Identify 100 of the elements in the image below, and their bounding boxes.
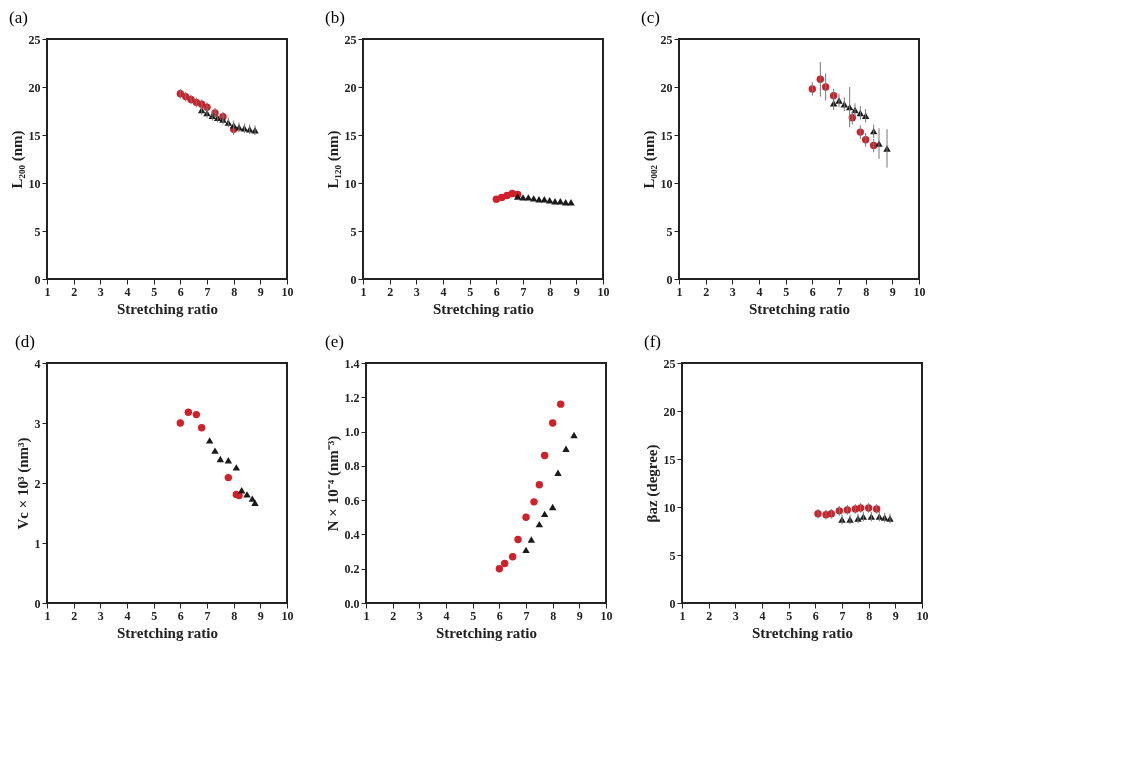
y-tick-label: 10 — [660, 176, 673, 191]
y-tick-label: 25 — [663, 356, 676, 371]
x-tick-label: 4 — [759, 608, 766, 623]
x-tick-label: 10 — [913, 284, 926, 299]
x-tick-label: 8 — [863, 284, 870, 299]
x-tick-label: 7 — [520, 284, 527, 299]
x-axis-title: Stretching ratio — [436, 624, 537, 641]
x-axis-title: Stretching ratio — [117, 300, 218, 317]
y-tick-label: 10 — [28, 176, 41, 191]
y-tick-label: 0.0 — [344, 596, 360, 611]
x-tick-label: 2 — [703, 284, 710, 299]
y-tick-label: 0.2 — [344, 562, 360, 577]
y-tick-label: 5 — [669, 548, 676, 563]
x-tick-label: 4 — [440, 284, 447, 299]
y-tick-label: 1.0 — [344, 425, 360, 440]
y-tick-label: 10 — [663, 500, 676, 515]
y-axis-title: N × 10⁻⁴ (nm⁻³) — [324, 435, 342, 532]
y-tick-label: 5 — [666, 224, 673, 239]
y-tick-label: 0 — [666, 272, 673, 287]
y-tick-label: 15 — [28, 128, 41, 143]
y-tick-label: 20 — [28, 80, 41, 95]
x-tick-label: 4 — [124, 608, 131, 623]
x-tick-label: 10 — [600, 608, 613, 623]
x-tick-label: 10 — [281, 284, 294, 299]
x-tick-label: 5 — [467, 284, 474, 299]
y-axis-title: βaz (degree) — [643, 444, 661, 523]
y-tick-label: 15 — [663, 452, 676, 467]
x-tick-label: 7 — [204, 608, 211, 623]
x-tick-label: 3 — [97, 608, 104, 623]
x-tick-label: 10 — [597, 284, 610, 299]
x-tick-label: 7 — [839, 608, 846, 623]
chart-title: (a) — [9, 8, 28, 27]
x-tick-label: 1 — [679, 608, 686, 623]
chart-title: (f) — [644, 332, 661, 351]
x-tick-label: 6 — [493, 284, 500, 299]
x-tick-label: 7 — [204, 284, 211, 299]
y-tick-label: 20 — [344, 80, 357, 95]
x-tick-label: 9 — [573, 284, 580, 299]
x-tick-label: 4 — [756, 284, 763, 299]
chart-title: (b) — [325, 8, 345, 27]
x-axis-title: Stretching ratio — [749, 300, 850, 317]
x-tick-label: 5 — [470, 608, 477, 623]
x-tick-label: 2 — [706, 608, 713, 623]
x-tick-label: 9 — [892, 608, 899, 623]
x-tick-label: 7 — [836, 284, 843, 299]
y-axis-title: L₂₀₀ (nm) — [8, 130, 26, 189]
x-tick-label: 3 — [732, 608, 739, 623]
y-tick-label: 5 — [34, 224, 41, 239]
x-tick-label: 2 — [71, 284, 78, 299]
x-tick-label: 6 — [177, 284, 184, 299]
y-tick-label: 15 — [660, 128, 673, 143]
y-tick-label: 4 — [34, 356, 41, 371]
y-tick-label: 0 — [669, 596, 676, 611]
x-tick-label: 2 — [387, 284, 394, 299]
x-tick-label: 9 — [576, 608, 583, 623]
y-tick-label: 15 — [344, 128, 357, 143]
x-tick-label: 5 — [151, 284, 158, 299]
x-tick-label: 9 — [257, 608, 264, 623]
x-tick-label: 5 — [783, 284, 790, 299]
x-tick-label: 3 — [416, 608, 423, 623]
x-tick-label: 3 — [413, 284, 420, 299]
y-axis-title: L₁₂₀ (nm) — [324, 130, 342, 189]
y-tick-label: 25 — [28, 32, 41, 47]
y-axis-title: Vc × 10³ (nm³) — [14, 437, 32, 530]
y-tick-label: 0 — [350, 272, 357, 287]
y-axis-title: L₀₀₂ (nm) — [640, 130, 658, 189]
chart-title: (d) — [15, 332, 35, 351]
x-tick-label: 8 — [866, 608, 873, 623]
y-tick-label: 10 — [344, 176, 357, 191]
y-tick-label: 20 — [663, 404, 676, 419]
x-tick-label: 3 — [729, 284, 736, 299]
x-tick-label: 10 — [916, 608, 929, 623]
y-tick-label: 5 — [350, 224, 357, 239]
x-tick-label: 2 — [71, 608, 78, 623]
y-tick-label: 1 — [34, 536, 41, 551]
x-tick-label: 6 — [496, 608, 503, 623]
y-tick-label: 25 — [344, 32, 357, 47]
y-tick-label: 0.6 — [344, 493, 360, 508]
y-tick-label: 0.4 — [344, 527, 360, 542]
y-tick-label: 0 — [34, 596, 41, 611]
y-tick-label: 0 — [34, 272, 41, 287]
x-tick-label: 6 — [812, 608, 819, 623]
x-tick-label: 1 — [44, 284, 51, 299]
x-tick-label: 8 — [231, 608, 238, 623]
x-axis-title: Stretching ratio — [752, 624, 853, 641]
x-axis-title: Stretching ratio — [433, 300, 534, 317]
y-tick-label: 3 — [34, 416, 41, 431]
x-tick-label: 1 — [363, 608, 370, 623]
chart-title: (c) — [641, 8, 660, 27]
y-tick-label: 1.2 — [344, 390, 360, 405]
x-tick-label: 6 — [177, 608, 184, 623]
x-tick-label: 3 — [97, 284, 104, 299]
chart-title: (e) — [325, 332, 344, 351]
x-tick-label: 8 — [231, 284, 238, 299]
x-tick-label: 1 — [44, 608, 51, 623]
x-tick-label: 8 — [547, 284, 554, 299]
y-tick-label: 0.8 — [344, 459, 360, 474]
y-tick-label: 2 — [34, 476, 41, 491]
y-tick-label: 20 — [660, 80, 673, 95]
x-tick-label: 2 — [390, 608, 397, 623]
